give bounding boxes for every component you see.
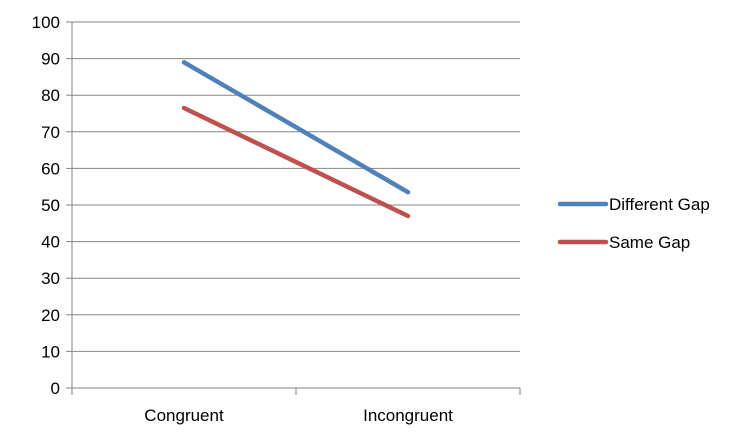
legend-label-same-gap: Same Gap <box>609 233 690 252</box>
x-tick-label-congruent: Congruent <box>144 406 224 425</box>
y-tick-label: 40 <box>41 233 60 252</box>
y-tick-label: 80 <box>41 86 60 105</box>
y-tick-label: 10 <box>41 342 60 361</box>
y-tick-label: 30 <box>41 269 60 288</box>
y-tick-label: 60 <box>41 159 60 178</box>
y-tick-label: 50 <box>41 196 60 215</box>
y-tick-label: 20 <box>41 306 60 325</box>
x-axis-tick-labels: Congruent Incongruent <box>144 406 453 425</box>
y-tick-label: 70 <box>41 123 60 142</box>
series-line-same-gap <box>181 105 411 219</box>
legend-label-different-gap: Different Gap <box>609 195 710 214</box>
x-tick-label-incongruent: Incongruent <box>363 406 453 425</box>
y-tick-label: 0 <box>51 379 60 398</box>
y-axis-tick-labels: 0 10 20 30 40 50 60 70 80 90 100 <box>32 13 60 398</box>
gridlines <box>72 21 520 352</box>
series-line-different-gap <box>181 60 411 195</box>
legend: Different Gap Same Gap <box>557 195 710 252</box>
series-lines <box>181 60 411 219</box>
axes <box>66 21 521 395</box>
y-tick-label: 90 <box>41 50 60 69</box>
y-tick-label: 100 <box>32 13 60 32</box>
